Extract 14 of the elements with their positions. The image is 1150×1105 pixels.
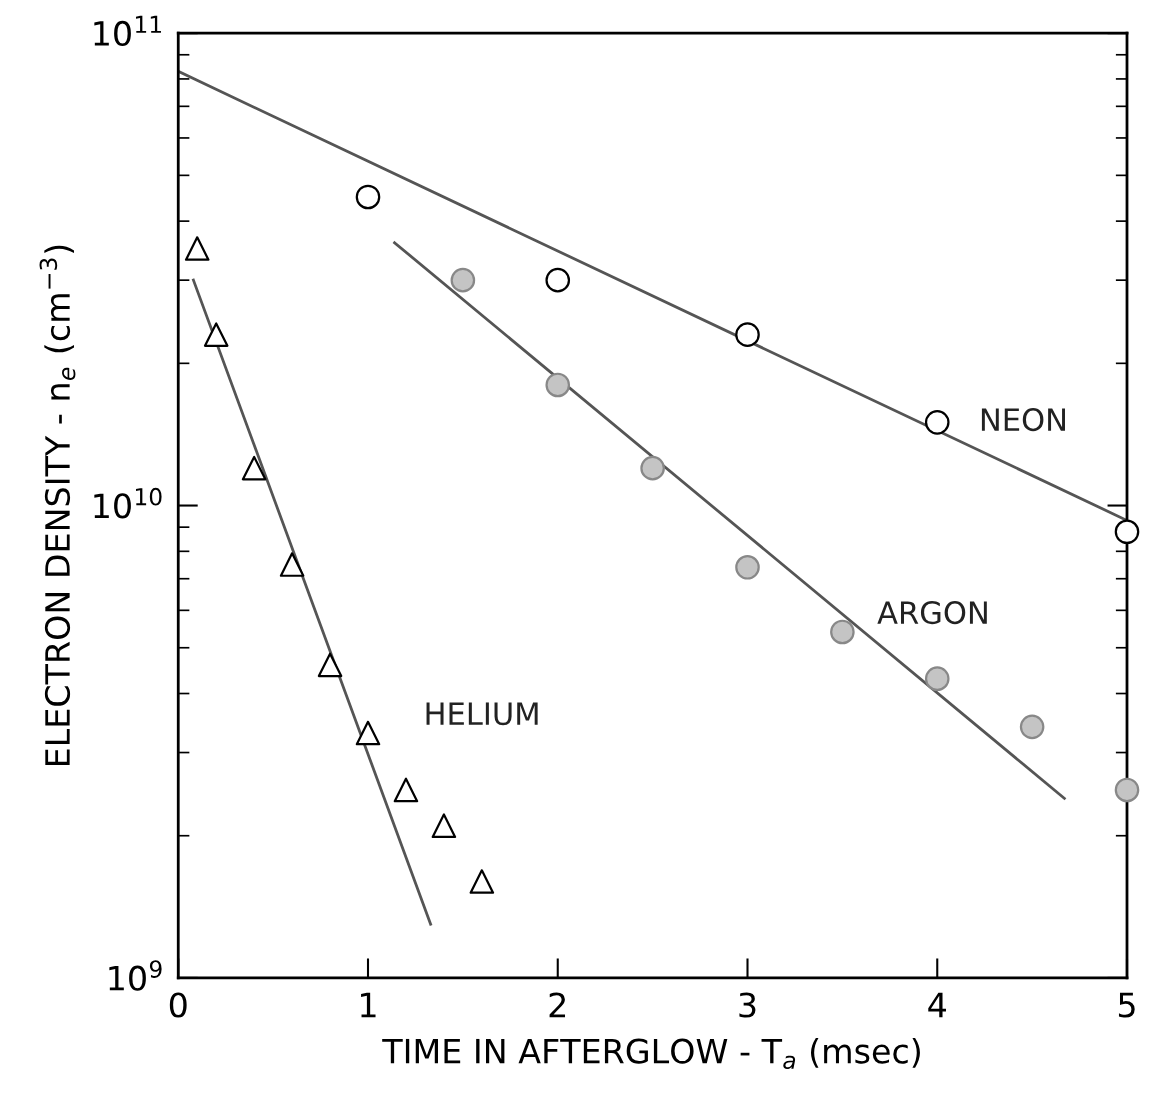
x-tick-label: 4 <box>928 992 946 1018</box>
x-axis-title: TIME IN AFTERGLOW - T$_{a}$ (msec) <box>382 1037 920 1070</box>
y-tick-label: 10$^{9}$ <box>109 960 162 991</box>
series-label: ARGON <box>877 601 987 625</box>
y-axis-title: ELECTRON DENSITY - n$_{e}$ (cm$^{−3}$) <box>39 245 76 766</box>
series-label: NEON <box>981 408 1065 432</box>
x-tick-label: 2 <box>549 992 566 1018</box>
x-tick-label: 3 <box>739 992 756 1018</box>
series-label: HELIUM <box>426 702 538 726</box>
x-tick-label: 5 <box>1118 992 1135 1018</box>
x-tick-label: 0 <box>169 992 187 1018</box>
x-tick-label: 1 <box>361 992 376 1018</box>
y-tick-label: 10$^{10}$ <box>94 487 162 519</box>
y-tick-label: 10$^{11}$ <box>94 15 161 47</box>
